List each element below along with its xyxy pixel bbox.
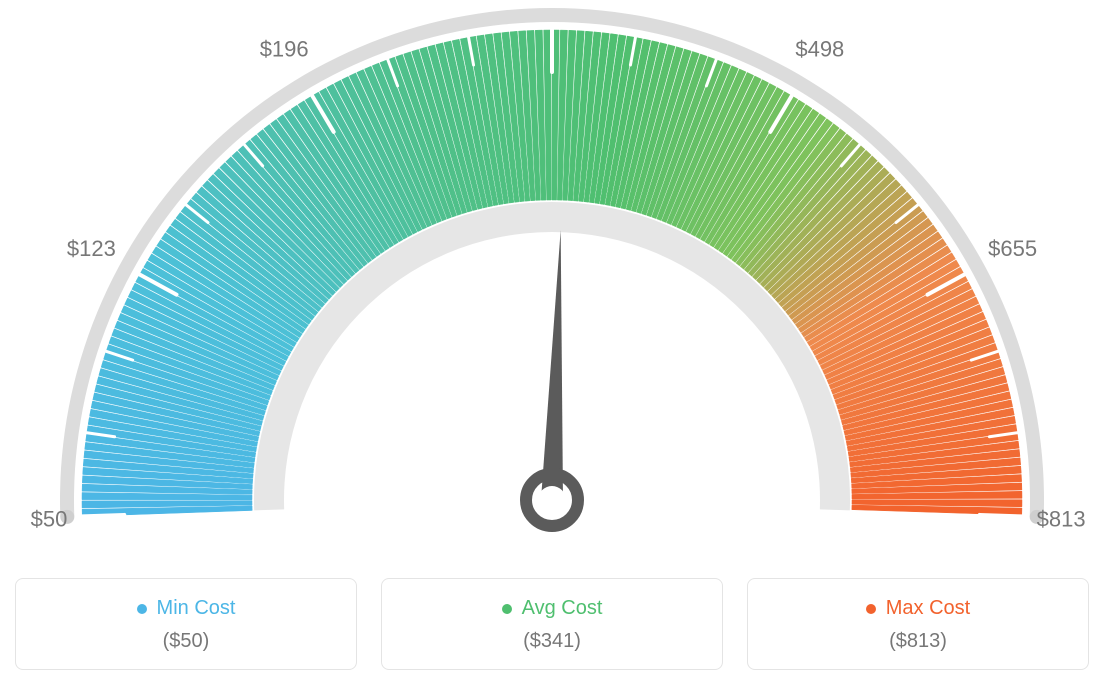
legend-dot-icon (137, 604, 147, 614)
legend-value: ($813) (758, 630, 1078, 653)
legend-card-min: Min Cost ($50) (15, 578, 357, 670)
cost-gauge-chart: { "gauge": { "type": "gauge", "cx": 552,… (0, 0, 1104, 690)
legend-title: Max Cost (866, 597, 970, 620)
tick-label: $196 (260, 36, 309, 61)
gauge-needle (541, 230, 563, 500)
legend-row: Min Cost ($50) Avg Cost ($341) Max Cost ($813… (0, 578, 1104, 670)
legend-title-text: Max Cost (886, 597, 970, 620)
legend-value: ($341) (392, 630, 712, 653)
tick-label: $813 (1037, 506, 1086, 531)
tick-label: $498 (795, 36, 844, 61)
legend-card-max: Max Cost ($813) (747, 578, 1089, 670)
gauge-svg: $50$123$196$341$498$655$813 (0, 0, 1104, 560)
legend-title: Avg Cost (502, 597, 603, 620)
legend-card-avg: Avg Cost ($341) (381, 578, 723, 670)
legend-value: ($50) (26, 630, 346, 653)
legend-dot-icon (502, 604, 512, 614)
tick-label: $50 (31, 506, 68, 531)
legend-title-text: Avg Cost (522, 597, 603, 620)
needle-hub-inner (538, 486, 566, 514)
legend-title: Min Cost (137, 597, 236, 620)
tick-label: $123 (67, 236, 116, 261)
gauge-area: $50$123$196$341$498$655$813 (0, 0, 1104, 560)
legend-dot-icon (866, 604, 876, 614)
tick-label: $655 (988, 236, 1037, 261)
legend-title-text: Min Cost (157, 597, 236, 620)
